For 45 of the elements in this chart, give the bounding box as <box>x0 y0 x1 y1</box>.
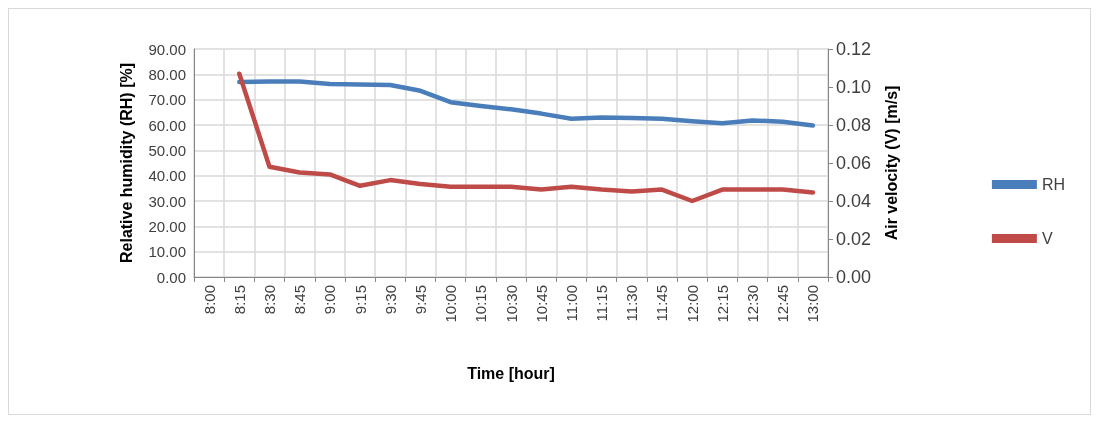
x-tick-label: 12:30 <box>744 285 762 323</box>
y-tick-label: 20.00 <box>148 217 186 235</box>
x-tick-label: 11:00 <box>562 285 580 322</box>
x-tick-label: 12:15 <box>713 285 731 323</box>
line-series <box>237 71 816 204</box>
x-tick-label: 12:45 <box>774 285 792 323</box>
line-series <box>237 79 816 128</box>
y2-tick-label: 0.08 <box>836 115 872 135</box>
x-tick-label: 10:45 <box>532 285 550 323</box>
y2-tick-label: 0.04 <box>836 191 872 211</box>
x-tick-label: 8:00 <box>200 285 218 315</box>
x-tick-label: 11:45 <box>653 285 671 322</box>
x-tick-label: 10:30 <box>502 285 520 323</box>
y2-tick-label: 0.10 <box>836 77 872 97</box>
y-tick-label: 90.00 <box>148 40 186 58</box>
x-tick-label: 11:30 <box>623 285 641 322</box>
x-tick-label: 11:15 <box>593 285 611 322</box>
y2-tick-label: 0.06 <box>836 153 872 173</box>
y2-axis-title: Air velocity (V) [m/s] <box>882 85 900 241</box>
x-tick-label: 8:30 <box>260 285 278 315</box>
legend-label: V <box>1041 230 1053 247</box>
y-tick-label: 40.00 <box>148 167 186 185</box>
y2-tick-label: 0.00 <box>836 267 872 287</box>
x-tick-label: 9:45 <box>411 285 429 315</box>
y-tick-label: 0.00 <box>156 268 186 286</box>
y-tick-label: 70.00 <box>148 91 186 109</box>
y-tick-label: 60.00 <box>148 116 186 134</box>
y-tick-label: 30.00 <box>148 192 186 210</box>
y-tick-label: 10.00 <box>148 243 186 261</box>
x-tick-label: 9:30 <box>381 285 399 315</box>
y-tick-label: 50.00 <box>148 141 186 159</box>
x-tick-label: 13:00 <box>804 285 822 323</box>
x-tick-label: 9:15 <box>351 285 369 315</box>
y2-tick-label: 0.02 <box>836 229 872 249</box>
x-tick-label: 9:00 <box>321 285 339 315</box>
y2-tick-label: 0.12 <box>836 39 872 59</box>
x-tick-label: 8:45 <box>291 285 309 315</box>
x-axis-title: Time [hour] <box>467 364 555 382</box>
x-tick-label: 10:00 <box>442 285 460 323</box>
x-tick-label: 8:15 <box>230 285 248 315</box>
x-tick-label: 12:00 <box>683 285 701 323</box>
y-axis-title: Relative humidity (RH) [%] <box>117 62 135 264</box>
y-tick-label: 80.00 <box>148 65 186 83</box>
legend-label: RH <box>1041 176 1065 193</box>
x-tick-label: 10:15 <box>472 285 490 323</box>
